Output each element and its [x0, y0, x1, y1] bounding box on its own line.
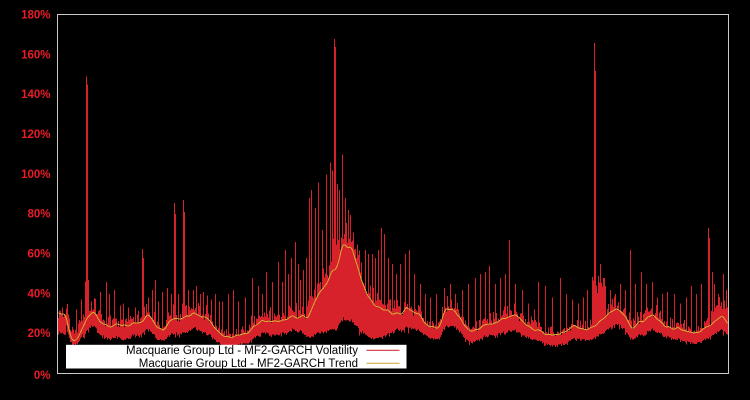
svg-text:40%: 40% [27, 288, 50, 300]
svg-text:20%: 20% [27, 328, 50, 340]
svg-text:100%: 100% [21, 169, 50, 181]
svg-text:180%: 180% [21, 10, 50, 22]
svg-text:Macquarie Group Ltd - MF2-GARC: Macquarie Group Ltd - MF2-GARCH Trend [139, 358, 358, 370]
svg-text:160%: 160% [21, 49, 50, 61]
svg-text:120%: 120% [21, 129, 50, 141]
svg-text:Macquarie Group Ltd - MF2-GARC: Macquarie Group Ltd - MF2-GARCH Volatili… [126, 345, 358, 357]
svg-text:60%: 60% [27, 249, 50, 261]
svg-text:0%: 0% [34, 370, 51, 382]
svg-text:140%: 140% [21, 89, 50, 101]
svg-text:80%: 80% [27, 209, 50, 221]
